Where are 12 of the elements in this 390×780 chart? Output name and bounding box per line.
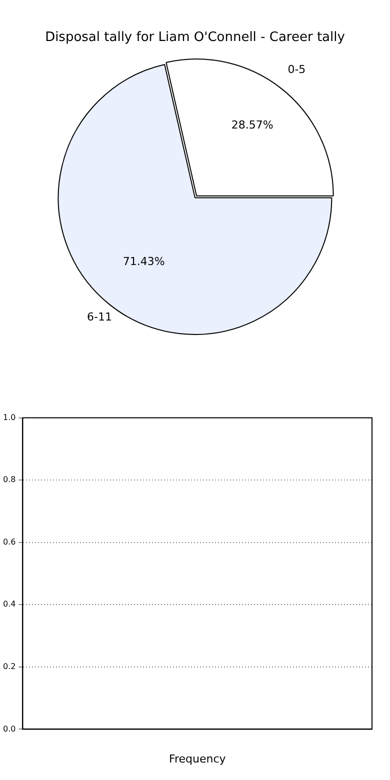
data-label: 71.43% [122, 254, 165, 268]
y-tick-label: 0.2 [2, 662, 16, 671]
y-tick-label: 0.6 [2, 537, 16, 546]
x-axis-title: Frequency [168, 752, 226, 766]
slice-label: 0-5 [288, 63, 306, 76]
y-tick-label: 0.8 [2, 475, 16, 484]
y-tick-label: 1.0 [2, 412, 16, 422]
data-label: 28.57% [231, 118, 274, 132]
y-tick-label: 0.4 [2, 600, 16, 609]
y-tick-label: 0.0 [2, 724, 16, 734]
chart-title: Disposal tally for Liam O'Connell - Career tally [45, 30, 346, 46]
slice-label: 6-11 [87, 310, 112, 324]
